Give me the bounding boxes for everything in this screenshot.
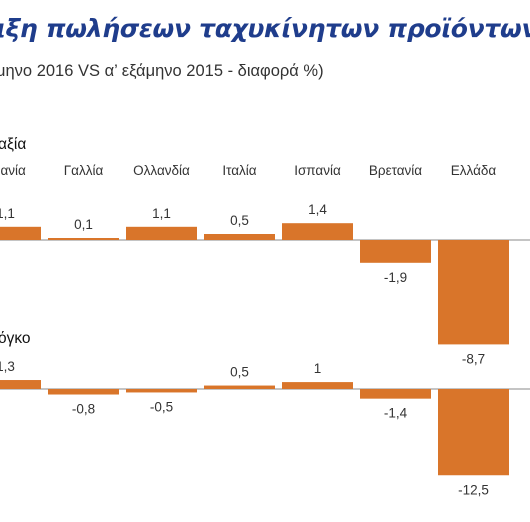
bar <box>204 234 275 240</box>
data-label: 0,1 <box>74 217 93 232</box>
bar <box>360 240 431 263</box>
panel-title: αξία <box>0 136 26 153</box>
bar <box>438 240 509 345</box>
bar <box>0 226 41 240</box>
chart-title: ιξη πωλήσεων ταχυκίνητων προϊόντων <box>0 14 530 43</box>
data-label: 0,5 <box>230 365 249 380</box>
bar <box>438 389 509 476</box>
category-label: Ολλανδία <box>133 163 190 178</box>
bar <box>204 385 275 389</box>
data-label: 1,1 <box>152 206 171 221</box>
category-label: Ελλάδα <box>451 163 497 178</box>
bar <box>282 382 353 389</box>
data-label: -1,9 <box>384 270 407 285</box>
data-label: -12,5 <box>458 482 489 497</box>
category-label: Ιταλία <box>222 163 256 178</box>
category-label: Βρετανία <box>369 163 422 178</box>
bar <box>126 389 197 393</box>
data-label: 1 <box>314 361 322 376</box>
bar <box>360 389 431 399</box>
bar <box>0 380 41 389</box>
data-label: -1,4 <box>384 406 408 421</box>
data-label: 1,3 <box>0 359 15 374</box>
data-label: -8,7 <box>462 351 485 366</box>
bar <box>282 223 353 240</box>
data-label: 0,5 <box>230 213 249 228</box>
bar <box>126 226 197 240</box>
category-label: Γαλλία <box>64 163 104 178</box>
category-label: Ισπανία <box>294 163 341 178</box>
chart-subtitle: μηνο 2016 VS α’ εξάμηνο 2015 - διαφορά %… <box>0 62 324 80</box>
data-label: -0,8 <box>72 402 95 417</box>
data-label: 1,4 <box>308 202 327 217</box>
bar <box>48 389 119 395</box>
panel-title: όγκο <box>0 330 31 347</box>
bar <box>48 238 119 240</box>
data-label: 1,1 <box>0 206 15 221</box>
category-label: ομανία <box>0 163 26 178</box>
data-label: -0,5 <box>150 399 173 414</box>
